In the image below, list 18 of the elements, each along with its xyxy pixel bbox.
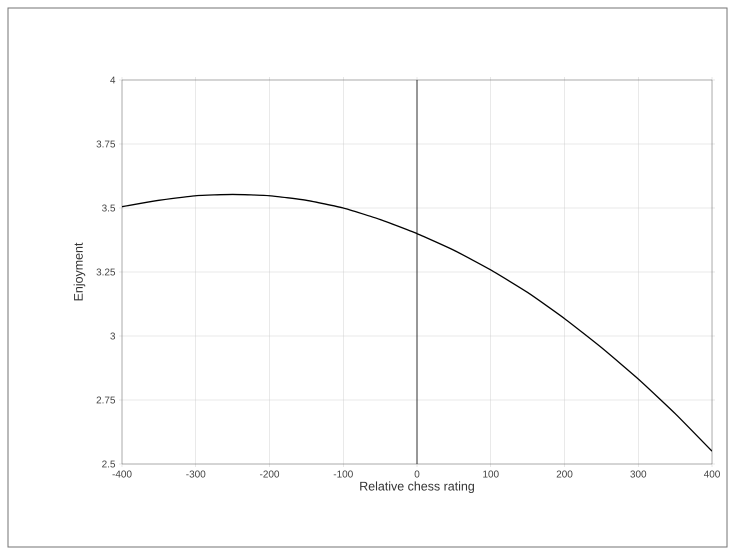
x-tick-label: 400 <box>704 470 720 478</box>
y-tick-label: 3 <box>110 332 116 340</box>
x-tick-label: -100 <box>334 470 353 478</box>
y-axis-title: Enjoyment <box>74 242 86 300</box>
x-tick-label: 0 <box>414 470 420 478</box>
y-tick-label: 3.75 <box>96 140 116 148</box>
x-tick-label: 200 <box>556 470 572 478</box>
x-tick-label: -300 <box>186 470 206 478</box>
x-tick-label: 300 <box>630 470 646 478</box>
x-tick-label: 100 <box>483 470 499 478</box>
x-tick-label: -400 <box>112 470 132 478</box>
x-axis-title: Relative chess rating <box>360 481 474 494</box>
x-tick-label: -200 <box>260 470 280 478</box>
y-tick-label: 2.5 <box>102 460 116 468</box>
y-tick-label: 3.5 <box>102 204 116 212</box>
y-tick-label: 2.75 <box>96 396 116 404</box>
y-tick-label: 3.25 <box>96 268 116 276</box>
y-tick-label: 4 <box>110 76 116 84</box>
